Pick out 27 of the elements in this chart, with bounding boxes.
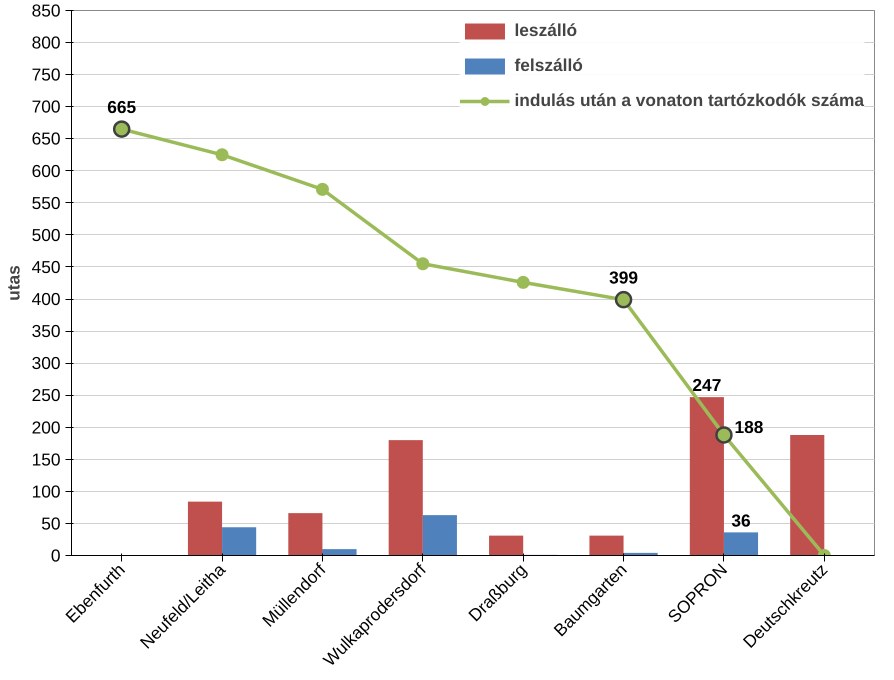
legend-label: indulás után a vonaton tartózkodók száma: [514, 90, 864, 111]
y-tick-label: 800: [32, 32, 61, 53]
y-tick-label: 750: [32, 64, 61, 85]
data-label: 399: [609, 268, 638, 288]
y-axis-title: utas: [4, 265, 24, 301]
y-tick-label: 150: [32, 449, 61, 470]
y-tick-label: 200: [32, 417, 61, 438]
y-tick-label: 300: [32, 353, 61, 374]
data-label: 36: [731, 510, 751, 530]
y-tick-label: 450: [32, 256, 61, 277]
data-label: 665: [107, 97, 137, 118]
data-label: 188: [734, 416, 764, 437]
data-label: 247: [692, 375, 722, 396]
legend-label: felszálló: [514, 55, 584, 76]
y-tick-label: 650: [32, 128, 61, 149]
y-tick-label: 600: [32, 160, 61, 181]
legend-label: leszálló: [514, 20, 578, 41]
y-tick-label: 400: [32, 289, 61, 310]
y-tick-label: 850: [32, 0, 61, 20]
y-tick-label: 500: [32, 224, 61, 245]
y-tick-label: 250: [32, 385, 61, 406]
y-tick-label: 700: [32, 96, 61, 117]
y-tick-label: 350: [32, 321, 61, 342]
y-tick-label: 550: [32, 192, 61, 213]
y-tick-label: 50: [41, 513, 61, 534]
y-tick-label: 0: [50, 546, 61, 566]
y-tick-label: 100: [32, 481, 61, 502]
